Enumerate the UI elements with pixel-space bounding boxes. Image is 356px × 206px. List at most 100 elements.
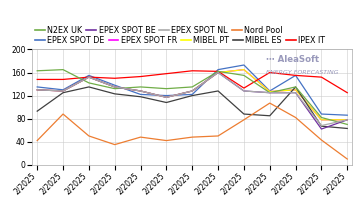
- Line: MIBEL ES: MIBEL ES: [37, 87, 347, 129]
- N2EX UK: [138, 86, 143, 88]
- EPEX SPOT BE: [319, 128, 324, 130]
- MIBEL ES: [216, 90, 220, 92]
- N2EX UK: [87, 82, 91, 84]
- EPEX SPOT BE: [35, 89, 40, 91]
- N2EX UK: [61, 68, 65, 71]
- Nord Pool: [190, 136, 194, 138]
- N2EX UK: [164, 87, 168, 90]
- Line: Nord Pool: Nord Pool: [37, 103, 347, 159]
- MIBEL ES: [268, 115, 272, 117]
- MIBEL PT: [190, 90, 194, 92]
- EPEX SPOT DE: [61, 89, 65, 91]
- EPEX SPOT BE: [268, 91, 272, 94]
- MIBEL ES: [242, 113, 246, 115]
- EPEX SPOT NL: [164, 96, 168, 98]
- N2EX UK: [345, 123, 349, 126]
- IPEX IT: [61, 78, 65, 81]
- EPEX SPOT DE: [138, 93, 143, 96]
- Nord Pool: [61, 113, 65, 115]
- EPEX SPOT BE: [216, 71, 220, 74]
- EPEX SPOT FR: [268, 90, 272, 93]
- IPEX IT: [242, 87, 246, 89]
- EPEX SPOT NL: [268, 91, 272, 94]
- EPEX SPOT BE: [87, 76, 91, 78]
- MIBEL PT: [87, 76, 91, 78]
- EPEX SPOT FR: [112, 86, 117, 88]
- EPEX SPOT NL: [138, 90, 143, 92]
- EPEX SPOT DE: [164, 94, 168, 97]
- MIBEL ES: [112, 93, 117, 95]
- EPEX SPOT BE: [190, 90, 194, 92]
- N2EX UK: [35, 70, 40, 72]
- Nord Pool: [293, 116, 298, 119]
- Line: EPEX SPOT NL: EPEX SPOT NL: [37, 73, 347, 126]
- EPEX SPOT DE: [319, 113, 324, 115]
- EPEX SPOT NL: [35, 89, 40, 91]
- N2EX UK: [242, 74, 246, 77]
- N2EX UK: [319, 116, 324, 119]
- MIBEL ES: [138, 96, 143, 98]
- MIBEL PT: [242, 68, 246, 71]
- MIBEL PT: [216, 71, 220, 74]
- MIBEL PT: [268, 90, 272, 93]
- EPEX SPOT DE: [87, 74, 91, 77]
- IPEX IT: [190, 70, 194, 72]
- MIBEL PT: [35, 89, 40, 91]
- EPEX SPOT NL: [61, 90, 65, 92]
- MIBEL PT: [293, 89, 298, 91]
- EPEX SPOT NL: [190, 90, 194, 92]
- IPEX IT: [216, 70, 220, 73]
- EPEX SPOT FR: [138, 90, 143, 92]
- EPEX SPOT FR: [345, 119, 349, 121]
- Nord Pool: [216, 135, 220, 137]
- EPEX SPOT DE: [268, 90, 272, 92]
- EPEX SPOT BE: [293, 91, 298, 94]
- EPEX SPOT NL: [87, 76, 91, 78]
- Line: EPEX SPOT BE: EPEX SPOT BE: [37, 73, 347, 129]
- Line: IPEX IT: IPEX IT: [37, 71, 347, 93]
- EPEX SPOT FR: [164, 96, 168, 98]
- MIBEL PT: [345, 119, 349, 121]
- IPEX IT: [87, 76, 91, 78]
- EPEX SPOT DE: [35, 86, 40, 88]
- EPEX SPOT DE: [345, 114, 349, 116]
- Line: MIBEL PT: MIBEL PT: [37, 70, 347, 120]
- MIBEL ES: [319, 125, 324, 127]
- EPEX SPOT BE: [345, 119, 349, 121]
- EPEX SPOT DE: [216, 68, 220, 71]
- EPEX SPOT NL: [242, 90, 246, 92]
- EPEX SPOT NL: [112, 86, 117, 88]
- EPEX SPOT FR: [190, 90, 194, 92]
- MIBEL ES: [190, 94, 194, 97]
- Nord Pool: [164, 139, 168, 142]
- EPEX SPOT FR: [242, 68, 246, 71]
- EPEX SPOT BE: [112, 86, 117, 88]
- EPEX SPOT DE: [242, 64, 246, 66]
- Text: ⋯ AleaSoft: ⋯ AleaSoft: [266, 55, 319, 64]
- IPEX IT: [345, 91, 349, 94]
- N2EX UK: [190, 86, 194, 88]
- EPEX SPOT NL: [345, 119, 349, 121]
- Nord Pool: [112, 143, 117, 146]
- EPEX SPOT FR: [61, 90, 65, 92]
- EPEX SPOT DE: [112, 84, 117, 87]
- Nord Pool: [345, 158, 349, 160]
- Nord Pool: [242, 119, 246, 121]
- EPEX SPOT BE: [138, 90, 143, 92]
- IPEX IT: [164, 73, 168, 75]
- MIBEL PT: [319, 119, 324, 121]
- EPEX SPOT FR: [216, 71, 220, 74]
- IPEX IT: [293, 74, 298, 77]
- EPEX SPOT FR: [35, 89, 40, 91]
- MIBEL PT: [164, 96, 168, 98]
- Legend: N2EX UK, EPEX SPOT BE, EPEX SPOT NL, Nord Pool: N2EX UK, EPEX SPOT BE, EPEX SPOT NL, Nor…: [32, 23, 286, 39]
- EPEX SPOT DE: [293, 74, 298, 77]
- N2EX UK: [293, 86, 298, 88]
- MIBEL PT: [138, 90, 143, 92]
- MIBEL ES: [35, 110, 40, 112]
- MIBEL ES: [87, 86, 91, 88]
- IPEX IT: [268, 71, 272, 74]
- Nord Pool: [138, 136, 143, 138]
- EPEX SPOT BE: [164, 96, 168, 98]
- N2EX UK: [268, 91, 272, 94]
